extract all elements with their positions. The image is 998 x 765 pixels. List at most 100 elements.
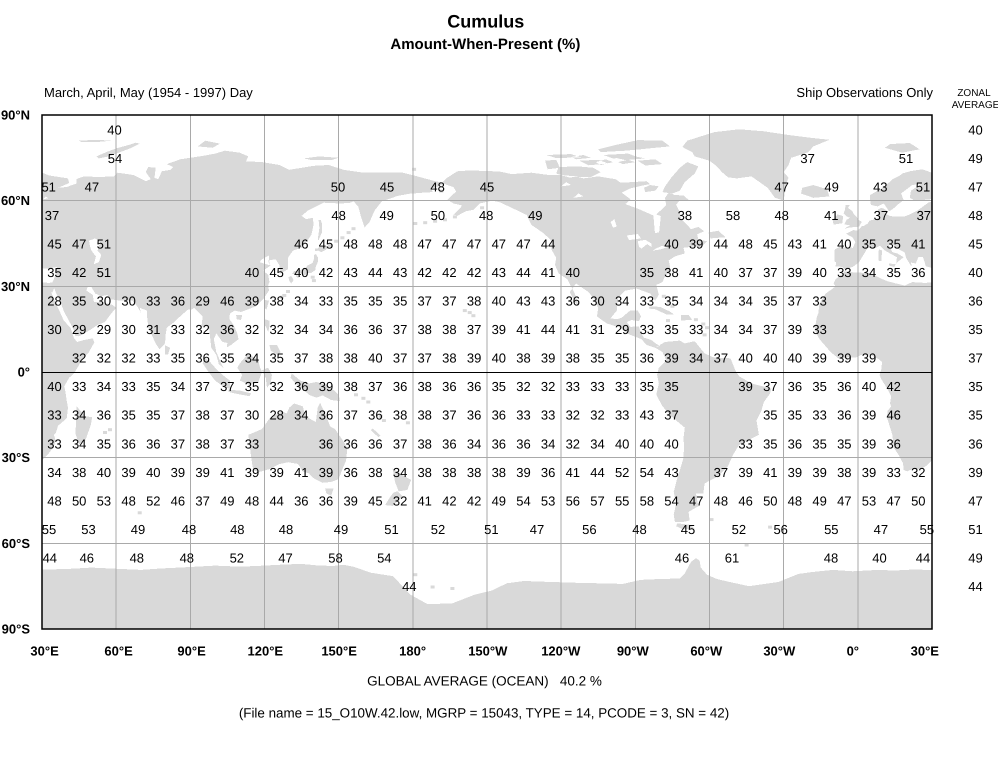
svg-text:34: 34 bbox=[615, 294, 629, 309]
svg-text:36: 36 bbox=[886, 436, 900, 451]
svg-text:40: 40 bbox=[968, 265, 982, 280]
svg-text:46: 46 bbox=[886, 408, 900, 423]
svg-text:33: 33 bbox=[640, 294, 654, 309]
svg-text:32: 32 bbox=[97, 351, 111, 366]
svg-text:38: 38 bbox=[442, 351, 456, 366]
svg-text:40: 40 bbox=[97, 465, 111, 480]
svg-text:35: 35 bbox=[343, 294, 357, 309]
svg-text:40: 40 bbox=[664, 436, 678, 451]
svg-text:52: 52 bbox=[615, 465, 629, 480]
svg-text:34: 34 bbox=[294, 322, 308, 337]
svg-text:150°E: 150°E bbox=[321, 644, 357, 659]
svg-text:44: 44 bbox=[590, 465, 604, 480]
svg-text:44: 44 bbox=[402, 579, 416, 594]
svg-text:37: 37 bbox=[220, 408, 234, 423]
svg-text:36: 36 bbox=[343, 465, 357, 480]
svg-text:37: 37 bbox=[968, 351, 982, 366]
svg-text:49: 49 bbox=[131, 522, 145, 537]
svg-text:34: 34 bbox=[738, 322, 752, 337]
svg-text:0°: 0° bbox=[847, 644, 859, 659]
svg-text:38: 38 bbox=[417, 408, 431, 423]
svg-text:48: 48 bbox=[279, 522, 293, 537]
svg-text:39: 39 bbox=[541, 351, 555, 366]
svg-text:44: 44 bbox=[516, 265, 530, 280]
svg-text:39: 39 bbox=[689, 236, 703, 251]
svg-text:37: 37 bbox=[417, 294, 431, 309]
svg-text:36: 36 bbox=[640, 351, 654, 366]
svg-text:33: 33 bbox=[886, 465, 900, 480]
svg-text:48: 48 bbox=[824, 551, 838, 566]
svg-text:44: 44 bbox=[916, 551, 930, 566]
svg-text:36: 36 bbox=[541, 465, 555, 480]
svg-text:49: 49 bbox=[812, 493, 826, 508]
svg-text:30°N: 30°N bbox=[1, 279, 30, 294]
svg-text:37: 37 bbox=[195, 379, 209, 394]
svg-text:33: 33 bbox=[319, 294, 333, 309]
svg-text:36: 36 bbox=[97, 408, 111, 423]
svg-text:55: 55 bbox=[615, 493, 629, 508]
svg-text:37: 37 bbox=[294, 351, 308, 366]
svg-text:36: 36 bbox=[171, 294, 185, 309]
svg-text:49: 49 bbox=[492, 493, 506, 508]
svg-text:March, April, May (1954 - 1997: March, April, May (1954 - 1997) Day bbox=[44, 85, 253, 100]
svg-text:48: 48 bbox=[430, 179, 444, 194]
svg-text:38: 38 bbox=[566, 351, 580, 366]
svg-text:48: 48 bbox=[738, 236, 752, 251]
svg-text:52: 52 bbox=[732, 522, 746, 537]
svg-text:40: 40 bbox=[968, 122, 982, 137]
svg-text:43: 43 bbox=[393, 265, 407, 280]
svg-text:35: 35 bbox=[220, 351, 234, 366]
svg-text:33: 33 bbox=[245, 436, 259, 451]
svg-text:40: 40 bbox=[615, 436, 629, 451]
svg-text:37: 37 bbox=[45, 208, 59, 223]
svg-text:35: 35 bbox=[862, 236, 876, 251]
svg-text:61: 61 bbox=[725, 551, 739, 566]
svg-text:36: 36 bbox=[368, 436, 382, 451]
svg-text:32: 32 bbox=[269, 379, 283, 394]
svg-text:35: 35 bbox=[72, 294, 86, 309]
svg-text:50: 50 bbox=[763, 493, 777, 508]
svg-text:39: 39 bbox=[788, 465, 802, 480]
svg-text:Ship Observations Only: Ship Observations Only bbox=[796, 85, 933, 100]
svg-text:35: 35 bbox=[121, 408, 135, 423]
svg-text:47: 47 bbox=[774, 179, 788, 194]
svg-text:35: 35 bbox=[763, 294, 777, 309]
svg-text:40: 40 bbox=[368, 351, 382, 366]
svg-text:45: 45 bbox=[380, 179, 394, 194]
svg-text:49: 49 bbox=[334, 522, 348, 537]
svg-text:38: 38 bbox=[417, 322, 431, 337]
svg-text:42: 42 bbox=[467, 493, 481, 508]
svg-text:33: 33 bbox=[837, 265, 851, 280]
svg-text:47: 47 bbox=[278, 551, 292, 566]
svg-text:36: 36 bbox=[343, 436, 357, 451]
svg-text:48: 48 bbox=[479, 208, 493, 223]
svg-text:38: 38 bbox=[195, 436, 209, 451]
svg-text:31: 31 bbox=[590, 322, 604, 337]
svg-text:49: 49 bbox=[824, 179, 838, 194]
svg-text:37: 37 bbox=[664, 408, 678, 423]
svg-text:36: 36 bbox=[343, 322, 357, 337]
svg-text:41: 41 bbox=[824, 208, 838, 223]
svg-text:35: 35 bbox=[763, 436, 777, 451]
svg-text:37: 37 bbox=[763, 322, 777, 337]
svg-text:36: 36 bbox=[294, 493, 308, 508]
svg-text:33: 33 bbox=[812, 408, 826, 423]
svg-text:39: 39 bbox=[269, 465, 283, 480]
svg-text:42: 42 bbox=[319, 265, 333, 280]
svg-text:40: 40 bbox=[738, 351, 752, 366]
svg-text:35: 35 bbox=[146, 379, 160, 394]
svg-text:51: 51 bbox=[97, 236, 111, 251]
svg-text:53: 53 bbox=[81, 522, 95, 537]
svg-text:46: 46 bbox=[171, 493, 185, 508]
svg-text:36: 36 bbox=[467, 408, 481, 423]
svg-text:33: 33 bbox=[566, 379, 580, 394]
svg-text:45: 45 bbox=[319, 236, 333, 251]
svg-text:36: 36 bbox=[393, 379, 407, 394]
svg-text:28: 28 bbox=[269, 408, 283, 423]
svg-text:37: 37 bbox=[763, 265, 777, 280]
svg-text:44: 44 bbox=[43, 551, 57, 566]
svg-text:55: 55 bbox=[42, 522, 56, 537]
svg-text:52: 52 bbox=[146, 493, 160, 508]
svg-text:50: 50 bbox=[72, 493, 86, 508]
svg-text:35: 35 bbox=[788, 408, 802, 423]
